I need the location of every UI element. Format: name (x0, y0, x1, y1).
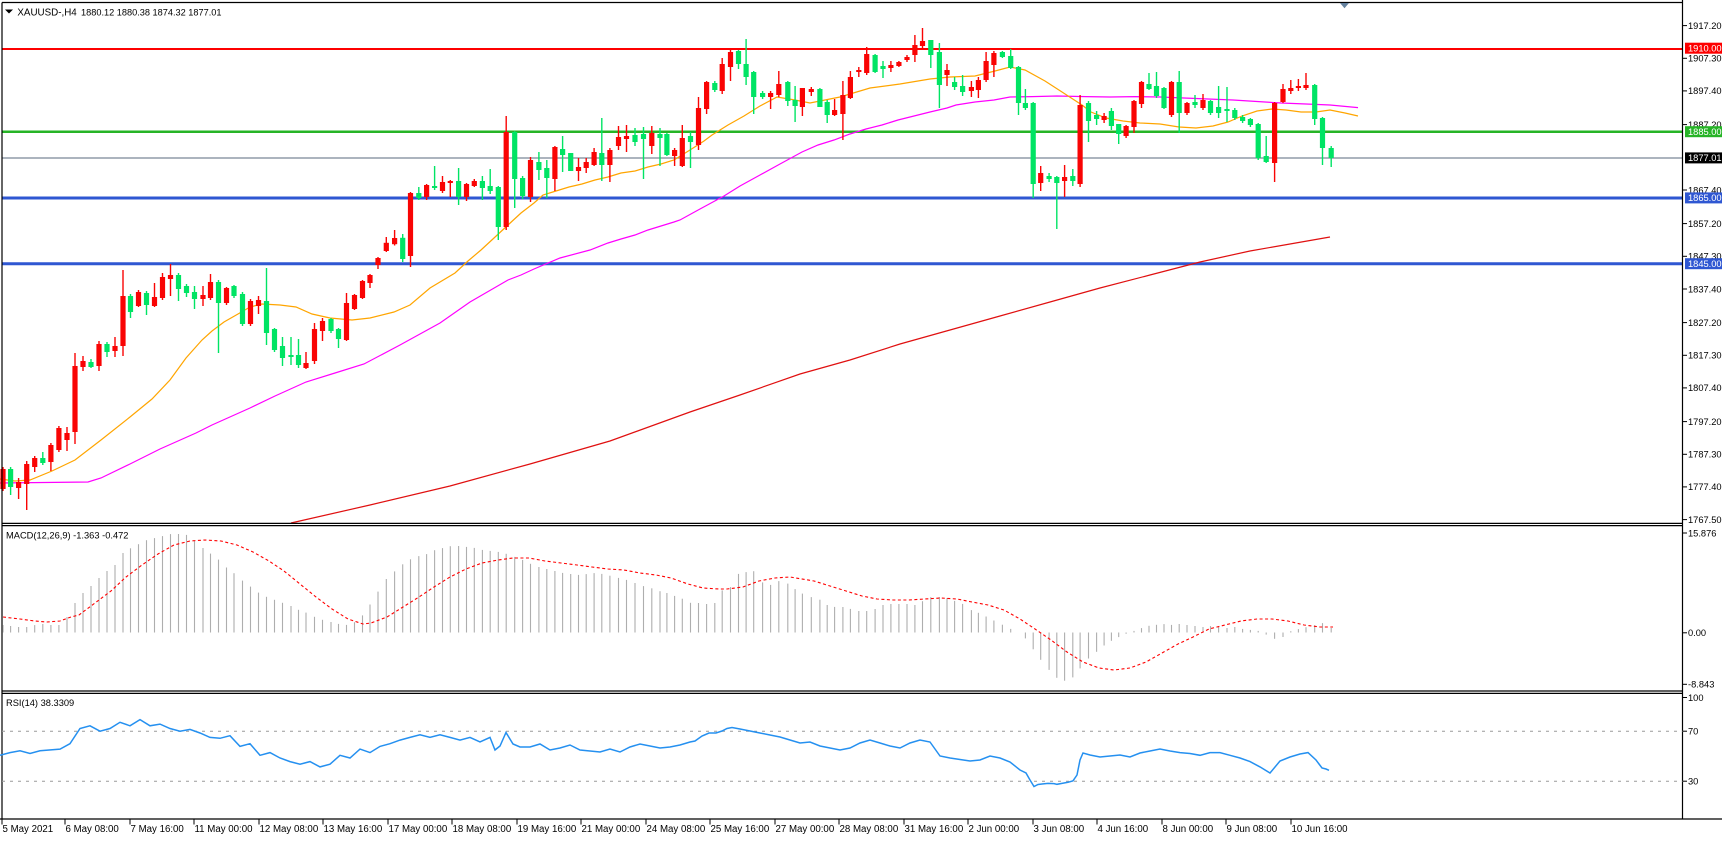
svg-text:1910.00: 1910.00 (1688, 44, 1722, 54)
svg-text:19 May 16:00: 19 May 16:00 (518, 824, 577, 835)
svg-text:28 May 08:00: 28 May 08:00 (840, 824, 899, 835)
svg-text:12 May 08:00: 12 May 08:00 (260, 824, 319, 835)
svg-text:27 May 00:00: 27 May 00:00 (776, 824, 835, 835)
svg-text:1867.40: 1867.40 (1688, 185, 1722, 195)
svg-text:1907.30: 1907.30 (1688, 54, 1722, 64)
svg-text:31 May 16:00: 31 May 16:00 (905, 824, 964, 835)
svg-text:0.00: 0.00 (1688, 628, 1706, 638)
svg-text:RSI(14) 38.3309: RSI(14) 38.3309 (6, 698, 74, 708)
svg-text:3 Jun 08:00: 3 Jun 08:00 (1034, 824, 1085, 835)
svg-text:10 Jun 16:00: 10 Jun 16:00 (1292, 824, 1349, 835)
svg-text:2 Jun 00:00: 2 Jun 00:00 (969, 824, 1020, 835)
svg-text:9 Jun 08:00: 9 Jun 08:00 (1227, 824, 1278, 835)
svg-text:1885.00: 1885.00 (1688, 127, 1722, 137)
svg-text:1880.12 1880.38 1874.32 1877.0: 1880.12 1880.38 1874.32 1877.01 (81, 7, 222, 17)
svg-text:1847.30: 1847.30 (1688, 252, 1722, 262)
svg-text:15.876: 15.876 (1688, 528, 1716, 538)
svg-text:5 May 2021: 5 May 2021 (3, 824, 54, 835)
svg-text:1807.40: 1807.40 (1688, 383, 1722, 393)
svg-text:30: 30 (1688, 777, 1698, 787)
svg-text:1877.01: 1877.01 (1688, 153, 1722, 163)
svg-text:100: 100 (1688, 693, 1704, 703)
svg-text:1787.30: 1787.30 (1688, 450, 1722, 460)
svg-text:-8.843: -8.843 (1688, 680, 1714, 690)
svg-text:25 May 16:00: 25 May 16:00 (711, 824, 770, 835)
svg-text:1845.00: 1845.00 (1688, 259, 1722, 269)
svg-text:MACD(12,26,9) -1.363 -0.472: MACD(12,26,9) -1.363 -0.472 (6, 531, 128, 541)
svg-text:1837.40: 1837.40 (1688, 284, 1722, 294)
svg-text:1797.20: 1797.20 (1688, 417, 1722, 427)
svg-text:21 May 00:00: 21 May 00:00 (582, 824, 641, 835)
svg-text:13 May 16:00: 13 May 16:00 (324, 824, 383, 835)
svg-text:7 May 16:00: 7 May 16:00 (131, 824, 185, 835)
svg-text:70: 70 (1688, 727, 1698, 737)
svg-text:1827.20: 1827.20 (1688, 318, 1722, 328)
svg-text:18 May 08:00: 18 May 08:00 (453, 824, 512, 835)
svg-text:1777.40: 1777.40 (1688, 482, 1722, 492)
svg-text:17 May 00:00: 17 May 00:00 (389, 824, 448, 835)
svg-text:XAUUSD-,H4: XAUUSD-,H4 (17, 7, 77, 18)
svg-text:1857.20: 1857.20 (1688, 219, 1722, 229)
svg-text:8 Jun 00:00: 8 Jun 00:00 (1163, 824, 1214, 835)
svg-text:1897.40: 1897.40 (1688, 86, 1722, 96)
svg-text:1865.00: 1865.00 (1688, 193, 1722, 203)
svg-text:1887.20: 1887.20 (1688, 120, 1722, 130)
svg-text:24 May 08:00: 24 May 08:00 (647, 824, 706, 835)
svg-text:11 May 00:00: 11 May 00:00 (195, 824, 254, 835)
svg-text:1917.20: 1917.20 (1688, 21, 1722, 31)
svg-text:1767.50: 1767.50 (1688, 515, 1722, 525)
svg-text:1817.30: 1817.30 (1688, 351, 1722, 361)
svg-text:4 Jun 16:00: 4 Jun 16:00 (1098, 824, 1149, 835)
svg-text:6 May 08:00: 6 May 08:00 (66, 824, 120, 835)
